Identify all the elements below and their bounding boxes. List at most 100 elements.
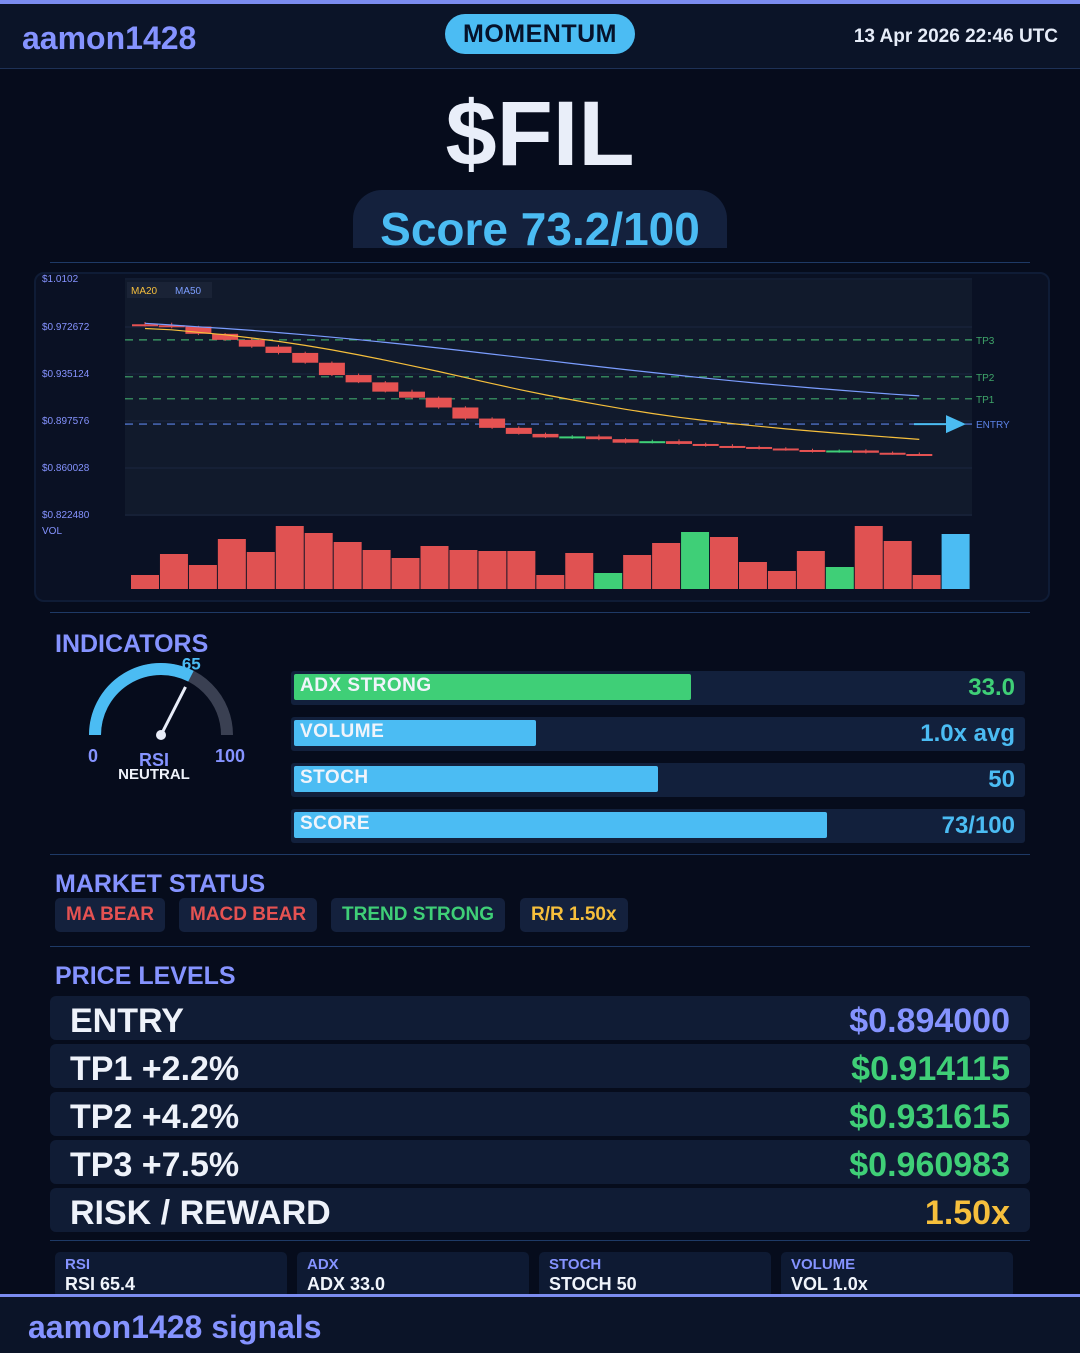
candle [852,450,879,453]
candle [772,448,799,451]
divider [50,946,1030,947]
divider [50,262,1030,263]
legend-box [127,282,212,298]
indicator-bar-track: STOCH 50 [291,763,1025,797]
volume-bar [825,567,854,589]
volume-bar [594,573,623,589]
indicator-bar-fill [294,766,658,792]
rsi-min-label: 0 [88,746,98,766]
volume-bar [738,562,767,589]
stat-value: VOL 1.0x [791,1274,868,1294]
candle [879,452,906,455]
price-level-row: TP2 +4.2% $0.931615 [50,1092,1030,1136]
price-chart: $1.0102 $0.972672 $0.935124 $0.897576 $0.860… [42,274,1010,589]
indicator-bar-fill [294,812,827,838]
indicator-bar-label: ADX STRONG [300,675,432,696]
volume-bar [217,539,246,589]
candle [132,324,158,327]
price-level-value: $0.894000 [849,1002,1010,1040]
stat-card: VOLUME VOL 1.0x [781,1252,1013,1298]
rsi-gauge-track [89,663,233,736]
rsi-gauge-hub [156,730,166,740]
ma20-line [144,327,920,440]
volume-bar [652,543,681,589]
volume-bar [420,546,449,589]
volume-bar [333,542,362,589]
stat-title: RSI [65,1256,91,1273]
price-level-value: $0.931615 [849,1098,1010,1136]
divider [50,1240,1030,1241]
y-tick-label: $0.935124 [42,369,90,380]
rsi-state-label: NEUTRAL [118,766,190,783]
stat-title: STOCH [549,1256,602,1273]
y-tick-label: $0.822480 [42,510,90,521]
divider [50,854,1030,855]
volume-bar [623,555,652,589]
price-level-label: TP2 +4.2% [70,1098,240,1136]
candle [212,333,239,340]
y-tick-label: $1.0102 [42,274,79,285]
header: aamon1428 MOMENTUM 13 Apr 2026 22:46 UTC [0,4,1080,69]
candle [505,427,532,434]
candle [185,326,212,334]
volume-bar [565,553,594,589]
volume-bar [449,550,478,589]
indicator-bar-label: SCORE [300,813,371,834]
stat-value: ADX 33.0 [307,1274,386,1294]
volume-bar [681,532,710,589]
status-badge: MA BEAR [55,898,165,932]
score-text: Score 73.2/100 [380,203,700,248]
candle [799,449,826,452]
candle [639,441,666,444]
volume-bar [362,550,391,589]
y-tick-label: $0.972672 [42,322,90,333]
volume-label: VOL [42,526,62,537]
indicator-bar-value: 50 [988,766,1015,793]
volume-bar [131,575,159,589]
status-badge: MACD BEAR [179,898,318,932]
status-badge: TREND STRONG [331,898,505,932]
stat-value: RSI 65.4 [65,1274,136,1294]
footer-text: aamon1428 signals [28,1309,322,1345]
candle [238,339,265,347]
level-label-tp2: TP2 [976,373,995,384]
price-level-row: ENTRY $0.894000 [50,996,1030,1040]
stat-title: ADX [307,1256,339,1273]
datetime: 13 Apr 2026 22:46 UTC [853,26,1058,47]
candle [719,445,746,448]
candle [612,439,639,443]
divider [50,612,1030,613]
indicator-bar-track: ADX STRONG 33.0 [291,671,1025,705]
rsi-name-label: RSI [139,750,169,770]
price-level-label: TP1 +2.2% [70,1050,240,1088]
candle [265,346,292,353]
status-badge: R/R 1.50x [520,898,628,932]
stat-card: ADX ADX 33.0 [297,1252,529,1298]
level-label-tp3: TP3 [976,336,995,347]
indicator-bar-value: 73/100 [941,812,1015,839]
price-level-row: TP1 +2.2% $0.914115 [50,1044,1030,1088]
volume-bar [912,575,941,589]
rsi-gauge-value: 65 [182,655,201,674]
volume-bar [883,541,912,589]
price-levels-title: PRICE LEVELS [55,962,236,990]
volume-bar [275,526,304,589]
candle [425,397,452,408]
price-level-value: 1.50x [924,1194,1010,1232]
volume-bar [188,565,217,589]
indicator-bar-label: STOCH [300,767,369,788]
stat-value: STOCH 50 [549,1274,637,1294]
volume-bar [391,558,420,589]
price-level-label: TP3 +7.5% [70,1146,240,1184]
candle [452,407,479,419]
mode-badge: MOMENTUM [445,14,635,54]
ma50-line [144,322,920,397]
indicator-bar-value: 33.0 [968,674,1015,701]
candle [746,446,773,449]
volume-bar [159,554,188,589]
indicator-bar-track: VOLUME 1.0x avg [291,717,1025,751]
candle [826,450,853,453]
volume-bar [941,534,970,589]
volume-bar [796,551,825,589]
candle [372,382,399,392]
